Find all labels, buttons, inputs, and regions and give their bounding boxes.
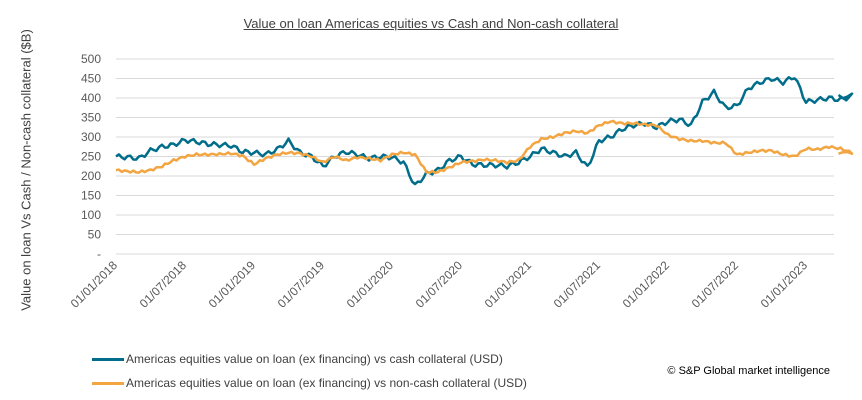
y-tick-label: 400: [81, 91, 101, 105]
y-tick-label: 500: [81, 52, 101, 66]
x-tick-label: 01/07/2019: [275, 258, 328, 311]
x-tick-label: 01/01/2021: [482, 258, 535, 311]
x-tick-label: 01/01/2019: [206, 258, 259, 311]
y-tick-label: -: [97, 247, 101, 261]
legend-item-non-cash: Americas equities value on loan (ex fina…: [92, 376, 527, 390]
legend-label-non-cash: Americas equities value on loan (ex fina…: [126, 376, 527, 390]
series-line-non-cash: [115, 119, 854, 175]
legend-swatch-cash: [92, 357, 124, 361]
copyright-notice: © S&P Global market intelligence: [667, 365, 830, 377]
series-line-cash: [115, 76, 854, 186]
y-tick-label: 100: [81, 208, 101, 222]
x-tick-label: 01/07/2020: [413, 258, 466, 311]
y-tick-label: 450: [81, 72, 101, 86]
legend-swatch-non-cash: [92, 381, 124, 385]
y-tick-label: 250: [81, 150, 101, 164]
legend-label-cash: Americas equities value on loan (ex fina…: [126, 352, 503, 366]
x-tick-label: 01/07/2018: [137, 258, 190, 311]
x-tick-label: 01/01/2020: [344, 258, 397, 311]
x-tick-label: 01/07/2022: [689, 258, 742, 311]
y-tick-label: 50: [88, 228, 102, 242]
y-tick-label: 350: [81, 111, 101, 125]
chart-title: Value on loan Americas equities vs Cash …: [243, 16, 619, 31]
y-tick-label: 200: [81, 169, 101, 183]
legend-item-cash: Americas equities value on loan (ex fina…: [92, 352, 503, 366]
y-tick-label: 300: [81, 130, 101, 144]
x-tick-label: 01/01/2023: [758, 258, 811, 311]
x-tick-label: 01/01/2022: [620, 258, 673, 311]
x-tick-label: 01/01/2018: [68, 258, 121, 311]
x-tick-label: 01/07/2021: [551, 258, 604, 311]
y-tick-label: 150: [81, 189, 101, 203]
